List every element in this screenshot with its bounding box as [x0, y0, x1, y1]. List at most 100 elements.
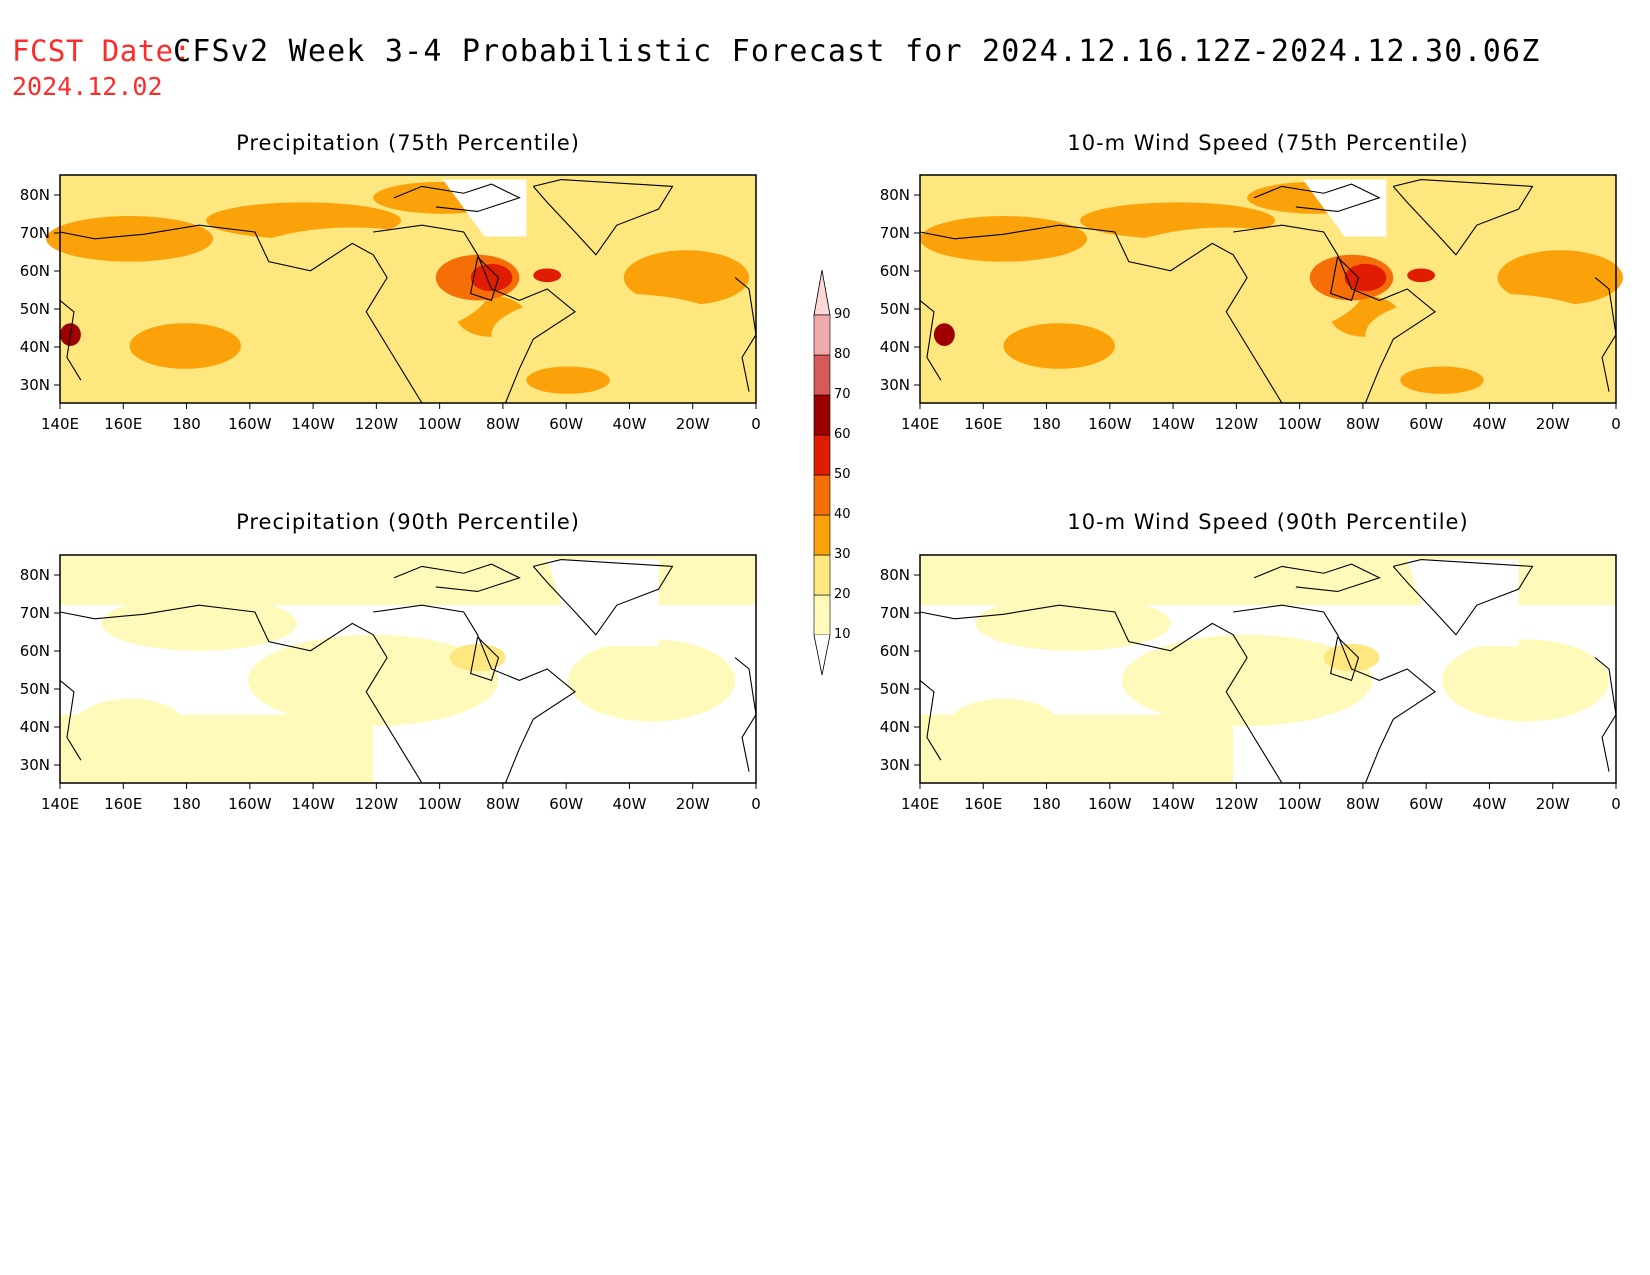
lon-label: 40W [612, 415, 646, 433]
map-wind-75: 140E 160E 180 160W 140W 120W 100W 80W 60W 40W 20W 0… [880, 174, 1623, 433]
greenland-coast [532, 559, 674, 636]
prob-shade [1087, 373, 1199, 397]
lat-label: 50N [880, 300, 910, 318]
lon-label: 40W [612, 795, 646, 813]
colorbar-swatch [813, 474, 831, 516]
asia-coast [59, 679, 82, 761]
prob-shade [1121, 634, 1373, 726]
lon-label: 160W [228, 415, 272, 433]
prob-shade [1400, 366, 1484, 394]
lon-label: 160E [964, 415, 1002, 433]
prob-shade [213, 227, 492, 342]
lon-label: 140W [1151, 795, 1195, 813]
prob-shade [1087, 227, 1366, 342]
lon-label: 80W [486, 415, 520, 433]
main-title: CFSv2 Week 3-4 Probabilistic Forecast fo… [173, 34, 1541, 69]
lon-label: 140E [901, 415, 939, 433]
na-west-coast [919, 604, 1283, 784]
panel-title-wind-90: 10-m Wind Speed (90th Percentile) [1067, 510, 1469, 534]
colorbar-swatch [813, 434, 831, 476]
prob-shade [129, 323, 241, 369]
prob-shade [1365, 293, 1616, 376]
lon-label: 140W [1151, 415, 1195, 433]
map-precip-75: 140E 160E 180 160W 140W 120W 100W 80W 60W 40W 20W 0… [20, 174, 761, 433]
lat-label: 50N [20, 300, 50, 318]
lon-label: 60W [1409, 795, 1443, 813]
lon-label: 160E [104, 795, 142, 813]
lon-label: 0 [1611, 795, 1621, 813]
panel-title-precip-90: Precipitation (90th Percentile) [236, 510, 580, 534]
prob-shade [213, 373, 325, 397]
colorbar-label: 10 [834, 627, 851, 642]
coastlines [919, 179, 1617, 404]
panel-title-wind-75: 10-m Wind Speed (75th Percentile) [1067, 131, 1469, 155]
colorbar-label: 40 [834, 507, 851, 522]
coastlines [59, 179, 757, 404]
lon-label: 60W [549, 415, 583, 433]
prob-shade [933, 323, 955, 346]
prob-shade [1442, 639, 1610, 722]
na-east-coast [1233, 604, 1436, 784]
lat-label: 40N [20, 338, 50, 356]
colorbar-label: 70 [834, 387, 851, 402]
prob-shade [1407, 268, 1436, 283]
colorbar-label: 30 [834, 547, 851, 562]
asia-coast [919, 299, 942, 381]
lon-label: 180 [172, 415, 201, 433]
lon-label: 20W [1536, 795, 1570, 813]
colorbar-label: 20 [834, 587, 851, 602]
lat-label: 40N [880, 338, 910, 356]
lon-label: 180 [1032, 795, 1061, 813]
lon-label: 80W [486, 795, 520, 813]
lat-label: 80N [880, 186, 910, 204]
colorbar-swatch [813, 554, 831, 596]
prob-shade [526, 366, 610, 394]
map-fill [46, 175, 756, 403]
lat-label: 70N [20, 604, 50, 622]
arctic-islands [393, 183, 521, 213]
fcst-date-label: FCST Date: [12, 34, 192, 68]
lon-label: 120W [355, 415, 399, 433]
lon-label: 40W [1472, 415, 1506, 433]
map-frame [919, 174, 1617, 404]
prob-shade [1003, 323, 1115, 369]
lat-label: 60N [880, 262, 910, 280]
prob-shade [73, 698, 186, 754]
map-frame [919, 554, 1617, 784]
prob-shade [1344, 263, 1387, 292]
lon-label: 140E [901, 795, 939, 813]
colorbar-swatch [813, 594, 831, 636]
lat-label: 50N [20, 680, 50, 698]
colorbar-bottom-triangle [813, 634, 831, 676]
prob-shade [975, 596, 1171, 651]
na-east-coast [373, 604, 576, 784]
arctic-islands [1253, 563, 1381, 593]
lon-label: 120W [1215, 795, 1259, 813]
lon-label: 140W [291, 415, 335, 433]
map-fill [920, 175, 1623, 403]
arctic-islands [393, 563, 521, 593]
hudson-bay [470, 636, 500, 682]
colorbar-label: 80 [834, 347, 851, 362]
na-east-coast [373, 224, 576, 404]
colorbar: 10 20 30 40 50 60 70 80 90 [813, 270, 851, 676]
prob-shade [1323, 643, 1380, 672]
colorbar-top-triangle [813, 270, 831, 316]
lon-label: 100W [1278, 795, 1322, 813]
arctic-islands [1253, 183, 1381, 213]
na-west-coast [919, 224, 1283, 404]
lon-label: 120W [355, 795, 399, 813]
hudson-bay [1330, 636, 1360, 682]
lon-label: 60W [549, 795, 583, 813]
lat-label: 50N [880, 680, 910, 698]
lat-label: 30N [880, 376, 910, 394]
hudson-bay [470, 256, 500, 302]
lat-label: 30N [20, 376, 50, 394]
lat-label: 30N [880, 756, 910, 774]
lon-label: 160W [1088, 795, 1132, 813]
greenland-coast [1392, 179, 1534, 256]
lon-label: 20W [676, 415, 710, 433]
greenland-coast [532, 179, 674, 256]
prob-shade [491, 293, 743, 376]
prob-shade [947, 698, 1060, 754]
